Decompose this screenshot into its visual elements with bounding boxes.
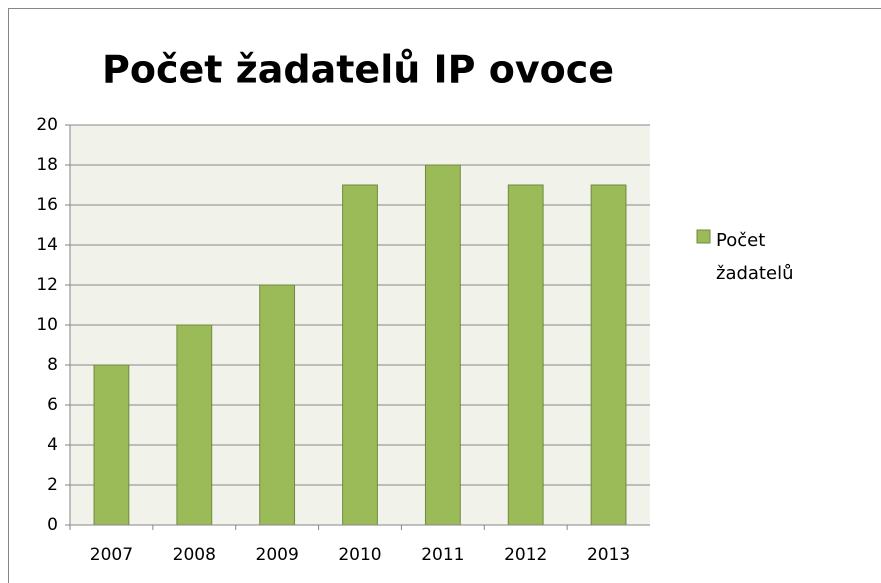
y-tick-label: 12 <box>36 275 58 295</box>
y-tick-label: 20 <box>36 115 58 135</box>
y-tick-label: 6 <box>47 395 58 415</box>
y-tick-label: 4 <box>47 435 58 455</box>
legend-label: Počet žadatelů <box>716 230 794 284</box>
y-tick-label: 2 <box>47 475 58 495</box>
y-tick-label: 14 <box>36 235 58 255</box>
chart-title: Počet žadatelů IP ovoce <box>102 48 614 92</box>
x-tick-label: 2012 <box>504 545 547 565</box>
x-tick-label: 2013 <box>587 545 630 565</box>
x-tick-label: 2010 <box>338 545 381 565</box>
y-tick-label: 8 <box>47 355 58 375</box>
legend-swatch <box>696 229 711 244</box>
bar <box>259 284 296 526</box>
y-tick-label: 18 <box>36 155 58 175</box>
x-tick-label: 2011 <box>421 545 464 565</box>
y-tick-label: 10 <box>36 315 58 335</box>
bar <box>507 184 544 526</box>
bar <box>176 324 213 526</box>
bar <box>424 164 461 526</box>
bar <box>93 364 130 526</box>
bar <box>342 184 378 526</box>
x-tick-label: 2007 <box>90 545 133 565</box>
x-tick-label: 2008 <box>173 545 216 565</box>
y-tick-label: 16 <box>36 195 58 215</box>
x-tick-label: 2009 <box>256 545 299 565</box>
bar <box>590 184 627 526</box>
y-tick-label: 0 <box>47 515 58 535</box>
